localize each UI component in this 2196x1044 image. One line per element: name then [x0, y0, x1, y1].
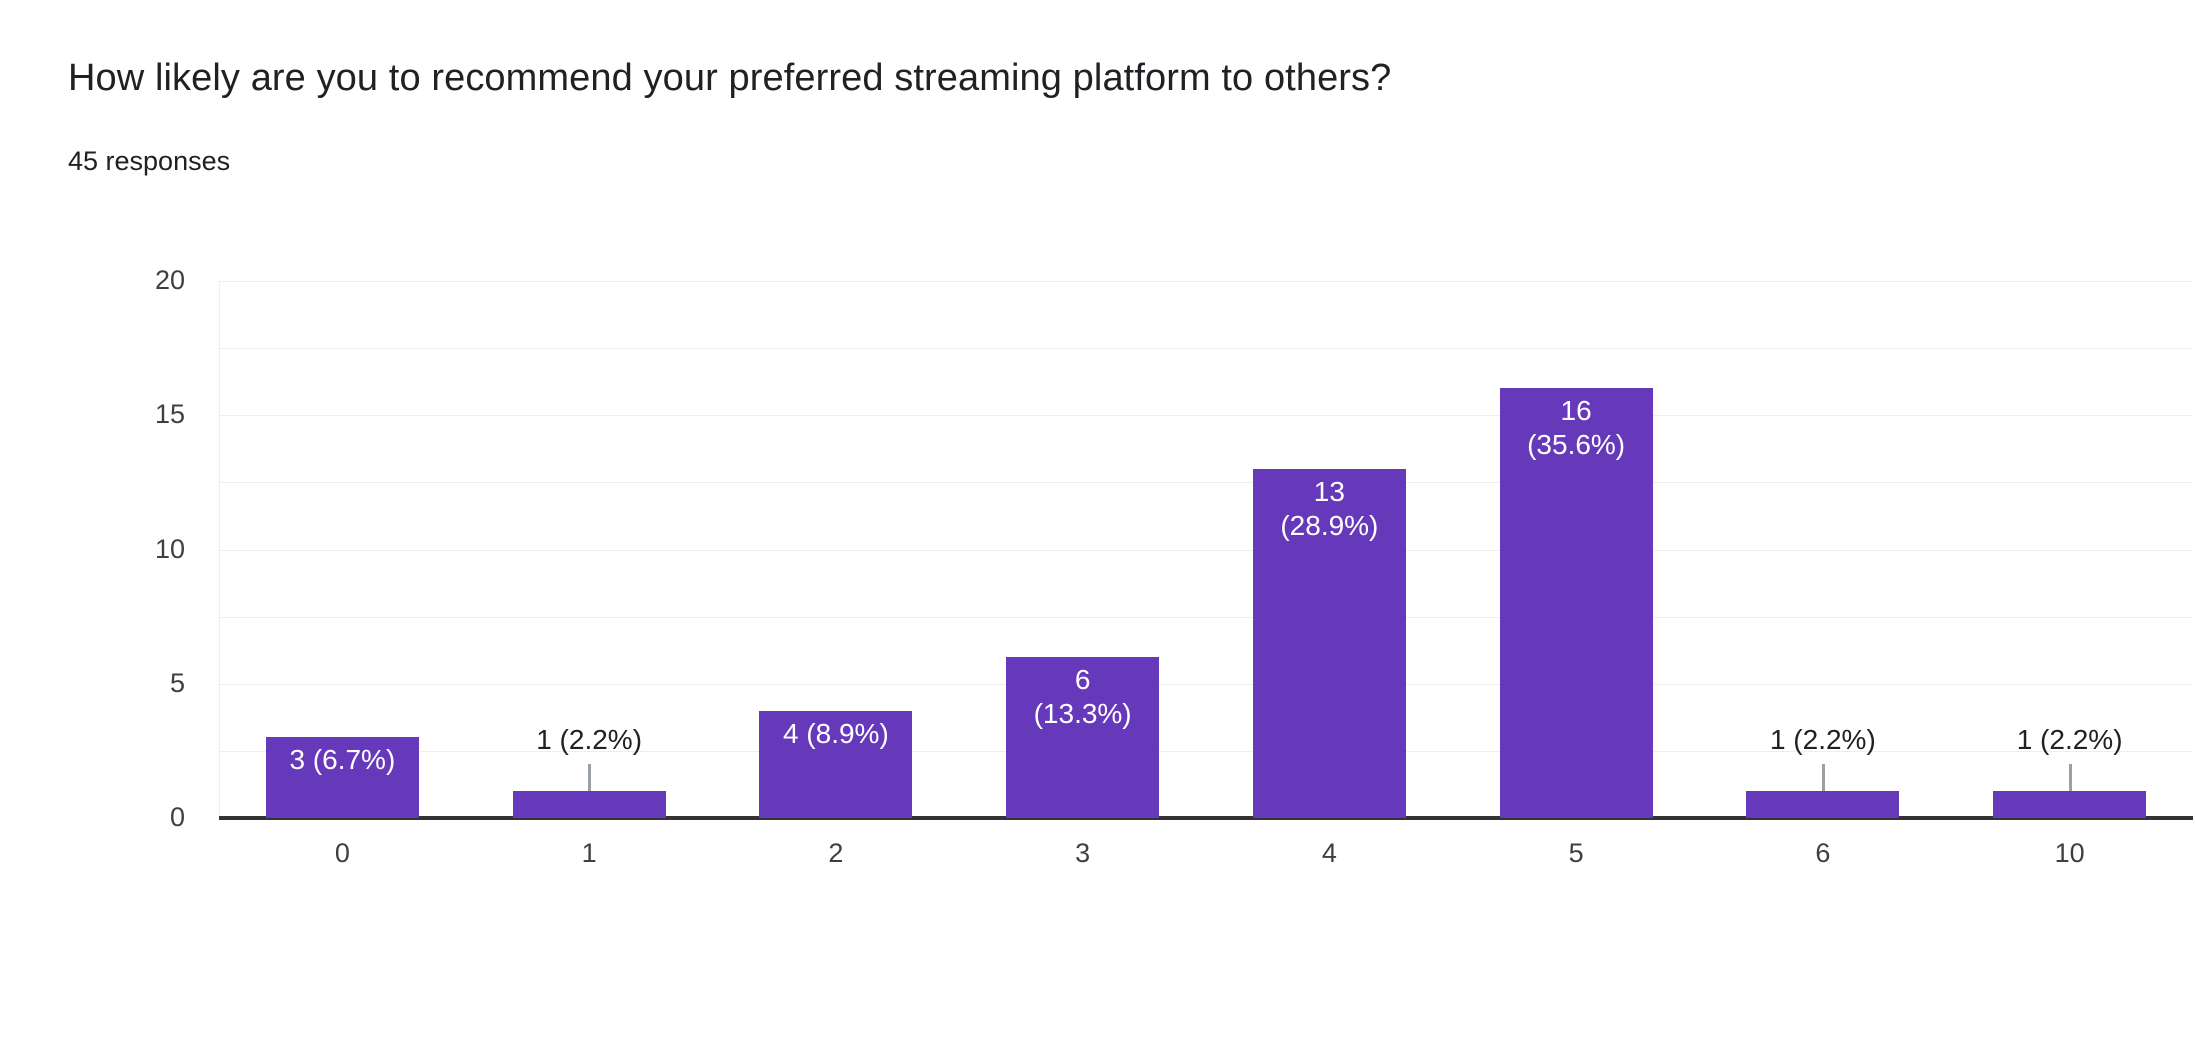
x-axis-tick-label: 6: [1815, 838, 1831, 868]
gridline: [219, 750, 2193, 752]
gridline: [219, 415, 2193, 417]
y-axis-tick-label: 0: [169, 802, 185, 832]
x-axis-line: [219, 816, 2193, 820]
gridline: [219, 549, 2193, 551]
gridline: [219, 348, 2193, 350]
y-axis-tick-label: 15: [154, 399, 185, 430]
bar[interactable]: 16 (35.6%): [1499, 388, 1653, 818]
gridline: [219, 482, 2193, 484]
bar-value-label: 1 (2.2%): [2016, 724, 2123, 756]
bar-value-label: 3 (6.7%): [289, 744, 396, 776]
x-axis-tick-label: 4: [1321, 838, 1337, 868]
bar[interactable]: 4 (8.9%): [759, 710, 913, 818]
bar[interactable]: [512, 791, 666, 818]
bar-value-label: 4 (8.9%): [782, 717, 889, 749]
bar[interactable]: 3 (6.7%): [265, 737, 419, 818]
x-axis-tick-label: 2: [828, 838, 844, 868]
bar[interactable]: [1993, 791, 2147, 818]
bar-value-label: 1 (2.2%): [536, 724, 643, 756]
x-axis-tick-label: 5: [1568, 838, 1584, 868]
y-axis-tick-label: 20: [154, 265, 185, 295]
response-count-label: 45 responses: [68, 146, 231, 176]
leader-line: [2068, 764, 2072, 792]
gridline: [219, 616, 2193, 618]
bar-value-label: 16 (35.6%): [1527, 395, 1626, 461]
page-title: How likely are you to recommend your pre…: [68, 57, 1392, 99]
y-axis-tick-label: 5: [169, 667, 185, 698]
bar[interactable]: 6 (13.3%): [1006, 656, 1160, 818]
x-axis-tick-label: 10: [2054, 838, 2085, 868]
x-axis-tick-label: 3: [1075, 838, 1091, 868]
leader-line: [588, 764, 592, 792]
x-axis-tick-label: 0: [334, 838, 350, 868]
bar-value-label: 1 (2.2%): [1769, 724, 1876, 756]
leader-line: [1821, 764, 1825, 792]
x-axis-tick-label: 1: [581, 838, 597, 868]
bar-value-label: 13 (28.9%): [1280, 475, 1379, 541]
bar[interactable]: 13 (28.9%): [1252, 468, 1406, 818]
y-axis-tick-label: 10: [154, 533, 185, 564]
bar-value-label: 6 (13.3%): [1033, 663, 1132, 729]
bar[interactable]: [1746, 791, 1900, 818]
gridline: [219, 281, 2193, 282]
gridline: [219, 683, 2193, 685]
